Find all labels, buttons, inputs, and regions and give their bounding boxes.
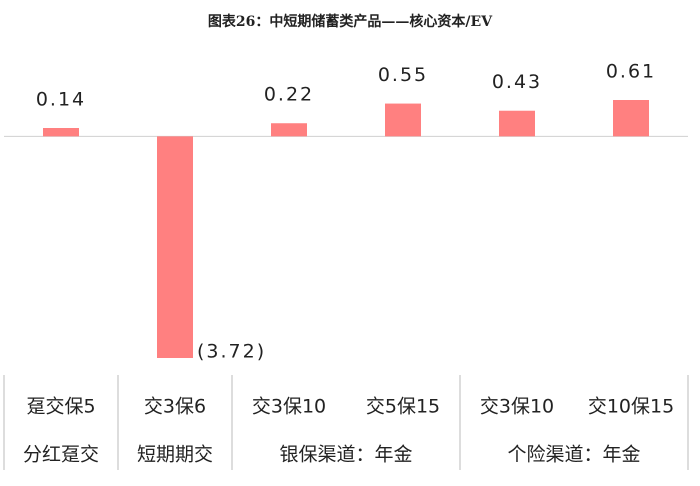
group-label: 个险渠道：年金 bbox=[507, 444, 640, 466]
group-label: 短期期交 bbox=[137, 444, 213, 466]
x-tick-label: 交3保10 bbox=[480, 396, 554, 418]
value-label: 0.14 bbox=[36, 89, 86, 111]
bar bbox=[271, 123, 307, 137]
group-label: 银保渠道：年金 bbox=[279, 444, 412, 466]
x-tick-label: 交5保15 bbox=[366, 396, 440, 418]
x-tick-label: 交10保15 bbox=[588, 396, 674, 418]
value-label: 0.22 bbox=[264, 84, 314, 106]
bar bbox=[385, 103, 421, 137]
bar bbox=[157, 136, 193, 358]
value-label: 0.61 bbox=[606, 61, 656, 83]
x-tick-label: 交3保6 bbox=[144, 396, 206, 418]
x-tick-label: 交3保10 bbox=[252, 396, 326, 418]
group-label: 分红趸交 bbox=[23, 444, 99, 466]
chart-title: 图表26：中短期储蓄类产品——核心资本/EV bbox=[208, 13, 493, 30]
value-label: 0.43 bbox=[492, 71, 542, 93]
value-label: (3.72) bbox=[197, 341, 266, 363]
bar bbox=[43, 128, 79, 137]
bar bbox=[613, 100, 649, 137]
x-tick-label: 趸交保5 bbox=[26, 396, 95, 418]
value-label: 0.55 bbox=[378, 64, 428, 86]
bar bbox=[499, 110, 535, 137]
